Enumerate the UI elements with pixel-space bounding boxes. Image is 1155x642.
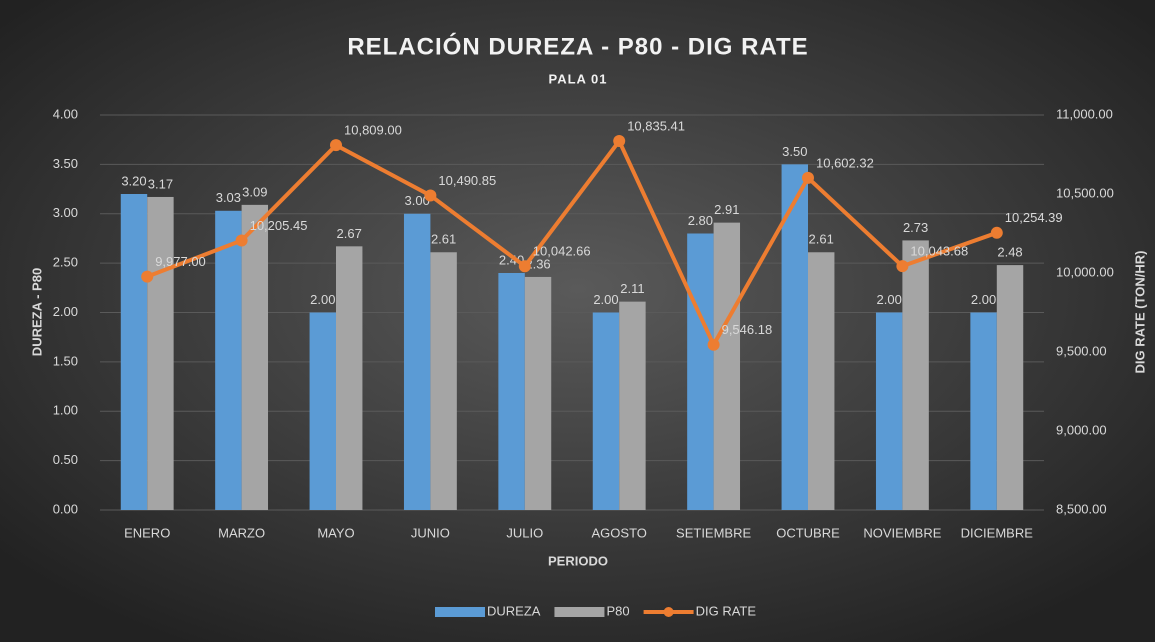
bar — [309, 312, 336, 510]
y2-axis-title: DIG RATE (TON/HR) — [1132, 250, 1147, 373]
legend-label: DUREZA — [487, 603, 541, 618]
bar-value-label: 3.00 — [405, 193, 430, 208]
bar-value-label: 3.50 — [782, 144, 807, 159]
line-value-label: 10,602.32 — [816, 155, 874, 170]
bar — [336, 246, 363, 510]
bar-value-label: 2.00 — [310, 292, 335, 307]
bar — [875, 312, 903, 510]
bar-value-label: 3.20 — [121, 173, 146, 188]
bar — [498, 273, 525, 510]
bar — [619, 301, 646, 510]
bar-value-label: 2.48 — [997, 245, 1022, 260]
bar-value-label: 2.80 — [688, 213, 713, 228]
bar-value-label: 2.40 — [499, 252, 524, 267]
line-value-label: 10,835.41 — [627, 118, 685, 133]
bar-value-label: 2.91 — [714, 202, 739, 217]
bar — [430, 252, 457, 510]
line-value-label: 10,042.66 — [533, 244, 591, 259]
y2-tick-label: 8,500.00 — [1056, 501, 1107, 516]
x-tick-label: AGOSTO — [592, 525, 647, 540]
bar — [781, 164, 808, 510]
x-tick-label: NOVIEMBRE — [863, 525, 941, 540]
y2-tick-label: 9,500.00 — [1056, 343, 1107, 358]
y2-tick-label: 10,500.00 — [1056, 185, 1114, 200]
line-value-label: 10,043.68 — [910, 244, 968, 259]
bar-value-label: 3.03 — [216, 190, 241, 205]
line-marker — [235, 234, 248, 247]
bar — [996, 265, 1024, 510]
bar — [808, 252, 835, 510]
bar-value-label: 3.09 — [242, 184, 267, 199]
line-marker — [613, 135, 626, 148]
line-marker — [707, 338, 720, 351]
bar — [592, 312, 620, 510]
line-value-label: 9,977.00 — [155, 254, 206, 269]
line-marker — [802, 171, 814, 184]
legend-swatch — [663, 607, 674, 617]
y-tick-label: 4.00 — [53, 106, 78, 121]
bar-value-label: 2.61 — [431, 232, 456, 247]
bar — [902, 240, 929, 510]
line-marker — [896, 260, 909, 273]
y-tick-label: 3.50 — [53, 156, 78, 171]
y-tick-label: 0.00 — [53, 501, 78, 516]
line-marker — [990, 226, 1003, 239]
line-value-label: 10,809.00 — [344, 123, 402, 138]
x-tick-label: OCTUBRE — [776, 525, 840, 540]
y-tick-label: 0.50 — [53, 452, 78, 467]
bar-value-label: 2.61 — [809, 232, 834, 247]
legend-label: P80 — [606, 603, 629, 618]
chart-subtitle: PALA 01 — [548, 71, 607, 86]
bar — [403, 213, 431, 510]
line-value-label: 9,546.18 — [722, 322, 773, 337]
x-tick-label: JUNIO — [411, 525, 450, 540]
bar-value-label: 2.00 — [971, 292, 996, 307]
line-marker — [424, 189, 437, 202]
x-axis-title: PERIODO — [548, 553, 608, 568]
legend-label: DIG RATE — [696, 603, 757, 618]
line-value-label: 10,254.39 — [1005, 210, 1063, 225]
line-marker — [518, 260, 531, 273]
y-tick-label: 2.00 — [53, 304, 78, 319]
bar-value-label: 2.11 — [620, 281, 644, 296]
bar-value-label: 3.17 — [148, 176, 173, 191]
bar — [215, 210, 242, 510]
bar-value-label: 2.00 — [593, 292, 618, 307]
x-tick-label: MAYO — [317, 525, 354, 540]
bar — [970, 312, 997, 510]
bar — [120, 194, 148, 510]
y-tick-label: 2.50 — [53, 255, 78, 270]
line-value-label: 10,490.85 — [438, 173, 496, 188]
x-tick-label: SETIEMBRE — [676, 525, 751, 540]
line-marker — [330, 139, 342, 152]
bar-value-label: 2.73 — [903, 220, 928, 235]
bar — [147, 196, 174, 510]
y-tick-label: 1.00 — [53, 403, 78, 418]
bar — [241, 204, 269, 511]
bar-value-label: 2.00 — [877, 292, 902, 307]
y2-tick-label: 10,000.00 — [1056, 264, 1114, 279]
line — [146, 137, 998, 350]
legend-swatch — [435, 607, 485, 617]
y-tick-label: 3.00 — [53, 205, 78, 220]
bar — [713, 222, 741, 510]
line-marker — [141, 270, 154, 283]
y2-tick-label: 11,000.00 — [1056, 106, 1113, 121]
line-value-label: 10,205.45 — [250, 218, 308, 233]
y2-tick-label: 9,000.00 — [1056, 422, 1107, 437]
bar-value-label: 2.67 — [337, 226, 362, 241]
bar — [687, 233, 714, 510]
y-tick-label: 1.50 — [53, 353, 78, 368]
x-tick-label: JULIO — [506, 525, 543, 540]
legend-swatch — [554, 607, 605, 617]
x-tick-label: ENERO — [124, 525, 170, 540]
chart-title: RELACIÓN DUREZA - P80 - DIG RATE — [347, 32, 808, 60]
x-tick-label: DICIEMBRE — [961, 525, 1034, 540]
bar — [524, 276, 552, 510]
x-tick-label: MARZO — [218, 525, 265, 540]
y-axis-title: DUREZA - P80 — [29, 268, 44, 356]
